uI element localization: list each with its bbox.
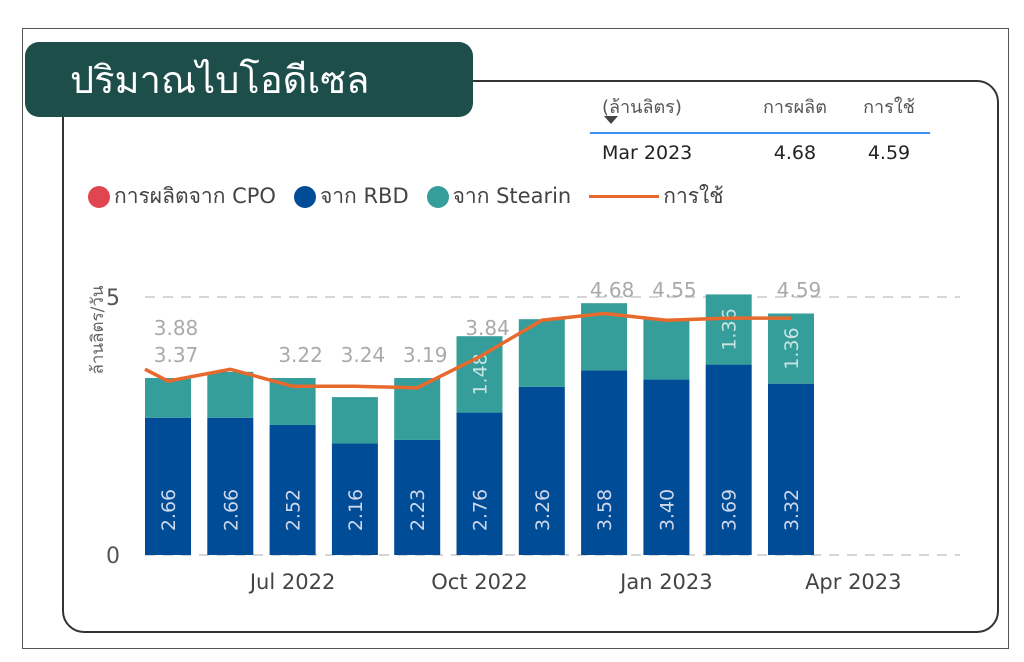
data-label-top: 4.55 [652,278,697,302]
data-label-top: 3.24 [341,343,386,367]
legend-item-cpo[interactable]: การผลิตจาก CPO [88,180,276,213]
y-tick-label: 0 [106,544,120,569]
bar-stearin [705,294,752,365]
legend-label: การผลิตจาก CPO [114,184,276,208]
legend-item-stearin[interactable]: จาก Stearin [426,180,572,213]
legend-label: จาก RBD [319,184,409,208]
data-label-rbd: 3.58 [594,489,616,531]
bar-stearin [768,313,814,384]
header-unit[interactable]: (ล้านลิตร) [602,97,682,118]
sort-desc-icon[interactable] [604,116,618,124]
chart-title: ปริมาณไบโอดีเซล [25,42,473,117]
bar-rbd [207,417,254,555]
bar-rbd [145,417,191,555]
usage-line [144,311,791,390]
tooltip-table: (ล้านลิตร) การผลิต การใช้ Mar 2023 4.68 … [590,92,930,164]
data-label-rbd: 3.32 [781,489,803,531]
x-tick-label: Apr 2023 [805,570,901,594]
bar-rbd [331,443,378,555]
data-label-rbd: 2.52 [283,489,305,531]
bar-rbd [518,386,565,555]
data-label-top: 3.22 [278,343,323,367]
legend-dot-icon [293,185,316,208]
bar-stearin [331,397,378,444]
legend-label: การใช้ [663,184,724,208]
data-label-rbd: 2.76 [470,489,492,531]
legend-line-icon [589,195,660,198]
legend-item-usage[interactable]: การใช้ [589,180,724,213]
bar-rbd [768,383,814,555]
y-axis-title: ล้านลิตร/วัน [88,285,108,374]
y-tick-label: 5 [106,286,120,311]
cell-usage: 4.59 [867,142,911,164]
data-label-rbd: 3.69 [719,489,741,531]
legend-item-rbd[interactable]: จาก RBD [293,180,409,213]
data-label-stearin: 1.36 [781,327,803,369]
data-label-rbd: 2.66 [158,489,180,531]
data-label-stearin: 1.48 [470,353,492,395]
bar-rbd [269,424,316,555]
bar-rbd [456,412,503,555]
data-label-top: 4.68 [590,278,635,302]
legend-dot-icon [88,185,110,208]
bar-stearin [643,319,690,380]
data-label-rbd: 3.26 [532,489,554,531]
bar-rbd [643,379,690,555]
bar-rbd [705,364,752,555]
data-label-top: 3.84 [465,316,510,340]
header-divider [590,132,930,134]
data-label-top: 4.59 [777,278,822,302]
x-tick-label: Jul 2022 [248,570,335,594]
cell-production: 4.68 [773,142,817,164]
data-label-rbd: 2.16 [345,489,367,531]
data-label-rbd: 2.66 [220,489,242,531]
cell-month: Mar 2023 [602,142,693,164]
table-row: Mar 2023 4.68 4.59 [590,134,930,164]
data-label-top: 3.37 [154,343,199,367]
bar-rbd [581,370,628,555]
data-label-top: 3.88 [154,316,199,340]
data-label-top: 3.19 [403,343,448,367]
data-label-stearin: 1.36 [719,308,741,350]
legend-label: จาก Stearin [452,184,572,208]
data-label-rbd: 3.40 [656,489,678,531]
legend: การผลิตจาก CPO จาก RBD จาก Stearin การใช… [88,180,738,213]
legend-dot-icon [426,185,449,208]
data-label-rbd: 2.23 [407,489,429,531]
header-usage[interactable]: การใช้ [863,97,915,118]
chart-card [62,80,999,633]
x-tick-label: Oct 2022 [431,570,527,594]
bar-stearin [207,371,254,418]
x-tick-label: Jan 2023 [618,570,713,594]
bar-rbd [394,439,441,555]
bar-stearin [145,378,191,418]
outer-frame [22,28,1009,649]
header-production[interactable]: การผลิต [762,97,827,118]
